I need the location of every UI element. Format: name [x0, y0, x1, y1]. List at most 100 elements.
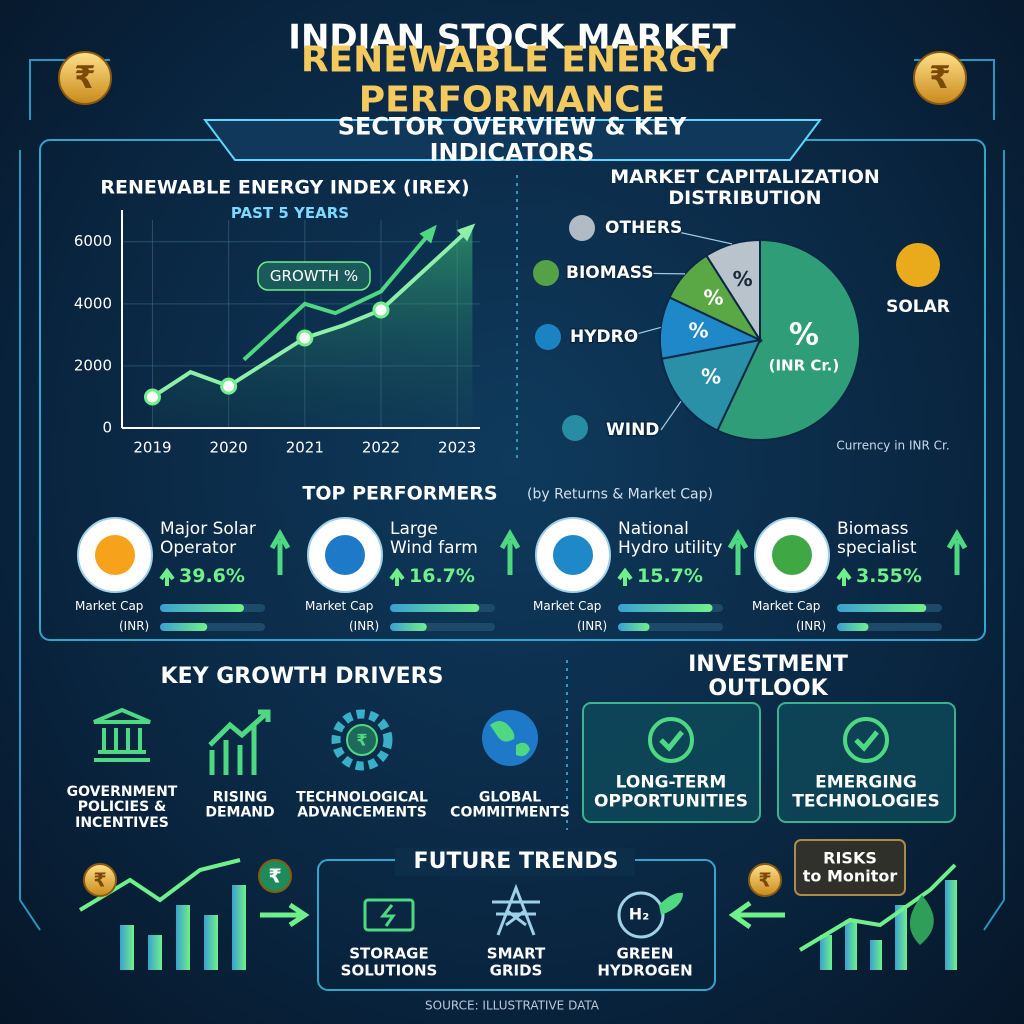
- slice-label: %: [701, 365, 721, 389]
- cap-unit: (INR): [796, 619, 827, 633]
- trend-arrow: [269, 528, 291, 575]
- trend-arrow: [499, 528, 521, 575]
- trend-icon: [492, 883, 540, 936]
- point: [220, 377, 238, 395]
- coin-symbol: ₹: [758, 869, 771, 892]
- section-heading: KEY GROWTH DRIVERS: [160, 663, 444, 689]
- y-tick-label: 0: [102, 419, 112, 437]
- y-tick-label: 2000: [74, 356, 112, 374]
- leader-line: [659, 227, 733, 245]
- leader-line: [624, 326, 661, 338]
- driver-icon: [208, 709, 271, 775]
- coin: [83, 863, 117, 897]
- driver-icon: [490, 721, 530, 757]
- check-icon: [854, 730, 879, 752]
- trend-arrow: [946, 528, 968, 575]
- chart-title: MARKET CAPITALIZATION DISTRIBUTION: [610, 166, 880, 209]
- pie-category: WIND: [606, 420, 659, 440]
- frame-lines: [19, 59, 1005, 931]
- driver-label: RISING DEMAND: [205, 789, 275, 821]
- decor-arrow: [728, 900, 785, 930]
- cap-bar: [390, 604, 480, 612]
- decor-bar: [176, 905, 190, 970]
- x-tick-label: 2023: [438, 439, 476, 457]
- source: SOURCE: ILLUSTRATIVE DATA: [425, 998, 599, 1013]
- trend-icon: [617, 891, 665, 939]
- pie-slice: [705, 238, 761, 344]
- return-arrow: [617, 567, 633, 586]
- performer-return: 16.7%: [409, 565, 475, 587]
- trend-icon: [659, 892, 683, 915]
- check-icon: [648, 717, 694, 763]
- cap-unit: (INR): [349, 619, 380, 633]
- decor-bar: [120, 925, 134, 970]
- decor-bar: [820, 935, 832, 970]
- cap-bar: [390, 623, 427, 631]
- section-subheading: (by Returns & Market Cap): [527, 486, 713, 503]
- coin: [258, 859, 292, 893]
- decor-bar: [232, 885, 246, 970]
- performer-icon-inner: [553, 535, 593, 575]
- cap-label: Market Cap: [533, 599, 602, 613]
- line: [242, 226, 436, 362]
- slice-label: %: [733, 267, 753, 291]
- driver-icon: [331, 709, 393, 771]
- risks-label: RISKS to Monitor: [802, 848, 898, 885]
- arrowhead: [419, 224, 437, 244]
- performer-name: Biomass specialist: [837, 519, 917, 558]
- x-tick-label: 2021: [286, 439, 324, 457]
- cap-label: Market Cap: [75, 599, 144, 613]
- performer-name: National Hydro utility: [618, 519, 723, 558]
- decor-bar: [895, 905, 907, 970]
- point: [372, 301, 390, 319]
- outlook-label: EMERGING TECHNOLOGIES: [792, 772, 940, 811]
- performer-name: Large Wind farm: [390, 519, 478, 558]
- trend-icon: [363, 898, 415, 932]
- pie-category: SOLAR: [886, 297, 950, 317]
- pie-slice: [716, 238, 861, 441]
- return-arrow: [836, 567, 852, 586]
- x-tick-label: 2019: [133, 439, 171, 457]
- coin: [748, 863, 782, 897]
- section-banner: [203, 119, 822, 161]
- category-icon: [569, 215, 595, 241]
- performer-return: 3.55%: [856, 565, 922, 587]
- driver-label: GLOBAL COMMITMENTS: [450, 789, 570, 821]
- decor-line: [798, 863, 957, 952]
- coin-symbol: ₹: [929, 60, 951, 96]
- point: [296, 329, 314, 347]
- performer-icon-inner: [95, 535, 135, 575]
- x-tick-label: 2020: [210, 439, 248, 457]
- decor-bar: [870, 940, 882, 970]
- return-arrow: [159, 567, 175, 586]
- decor-arrow: [260, 902, 310, 928]
- trend-arrow: [727, 528, 749, 575]
- section-heading: FUTURE TRENDS: [413, 848, 619, 874]
- performer-icon-inner: [325, 535, 365, 575]
- decor-bar: [845, 920, 857, 970]
- cap-bar: [837, 623, 869, 631]
- coin-symbol: ₹: [268, 865, 281, 888]
- category-icon: [533, 260, 559, 286]
- trend-icon-text: H₂: [629, 905, 649, 924]
- cap-unit: (INR): [577, 619, 608, 633]
- decor-bars-right: [728, 863, 957, 970]
- performer-return: 15.7%: [637, 565, 703, 587]
- coin-symbol: ₹: [93, 869, 106, 892]
- subtitle: RENEWABLE ENERGY PERFORMANCE: [300, 39, 724, 120]
- slice-label: %: [789, 317, 819, 352]
- coin: [58, 51, 112, 105]
- category-icon: [562, 415, 588, 441]
- driver-icon: [93, 707, 151, 762]
- driver-icon: [346, 724, 378, 756]
- risks-box: [794, 839, 906, 896]
- title: INDIAN STOCK MARKET: [288, 17, 736, 58]
- decor-bar: [945, 880, 957, 970]
- performer-name: Major Solar Operator: [160, 519, 256, 558]
- slice-label: %: [688, 319, 708, 343]
- trend-icon: [379, 904, 396, 927]
- cap-bar: [618, 623, 650, 631]
- decor-bar: [204, 915, 218, 970]
